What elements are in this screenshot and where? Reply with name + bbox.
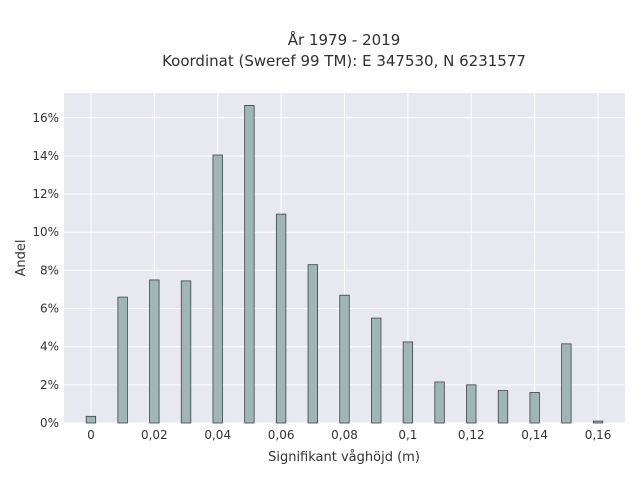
bar <box>149 279 160 424</box>
y-tick-label: 2% <box>40 378 59 392</box>
chart-title-line-2: Koordinat (Sweref 99 TM): E 347530, N 62… <box>162 52 526 70</box>
x-tick-label: 0,02 <box>141 428 168 442</box>
x-tick-label: 0,1 <box>398 428 417 442</box>
y-tick-label: 12% <box>32 187 59 201</box>
bar <box>244 104 255 424</box>
bar <box>212 154 223 424</box>
bar <box>529 392 540 424</box>
y-tick-label: 6% <box>40 302 59 316</box>
y-axis-label: Andel <box>14 240 29 277</box>
x-tick-label: 0,16 <box>585 428 612 442</box>
bar <box>339 294 350 424</box>
x-tick-label: 0,14 <box>521 428 548 442</box>
x-tick-label: 0,12 <box>458 428 485 442</box>
bar <box>275 213 287 424</box>
y-tick-label: 14% <box>32 149 59 163</box>
y-tick-label: 8% <box>40 263 59 277</box>
x-axis-ticks: 0 0,02 0,04 0,06 0,08 0,1 0,12 0,14 0,16 <box>87 428 611 442</box>
x-tick-label: 0,04 <box>204 428 231 442</box>
bar <box>497 390 509 424</box>
x-tick-label: 0 <box>87 428 95 442</box>
y-tick-label: 0% <box>40 416 59 430</box>
x-axis-label: Signifikant våghöjd (m) <box>268 450 420 465</box>
bar <box>402 341 414 424</box>
bar <box>592 420 604 424</box>
bar <box>434 381 445 424</box>
bar <box>307 264 318 424</box>
bar <box>117 296 128 424</box>
x-tick-label: 0,06 <box>268 428 295 442</box>
bar <box>561 343 572 424</box>
bar <box>180 280 192 424</box>
y-tick-label: 16% <box>32 111 59 125</box>
bar <box>466 384 477 424</box>
x-tick-label: 0,08 <box>331 428 358 442</box>
y-axis-ticks: 0% 2% 4% 6% 8% 10% 12% 14% 16% <box>32 111 59 430</box>
bar <box>85 415 97 424</box>
y-tick-label: 4% <box>40 340 59 354</box>
bar <box>371 317 382 424</box>
chart-title-line-1: År 1979 - 2019 <box>288 30 401 49</box>
bars <box>85 104 604 424</box>
y-tick-label: 10% <box>32 225 59 239</box>
